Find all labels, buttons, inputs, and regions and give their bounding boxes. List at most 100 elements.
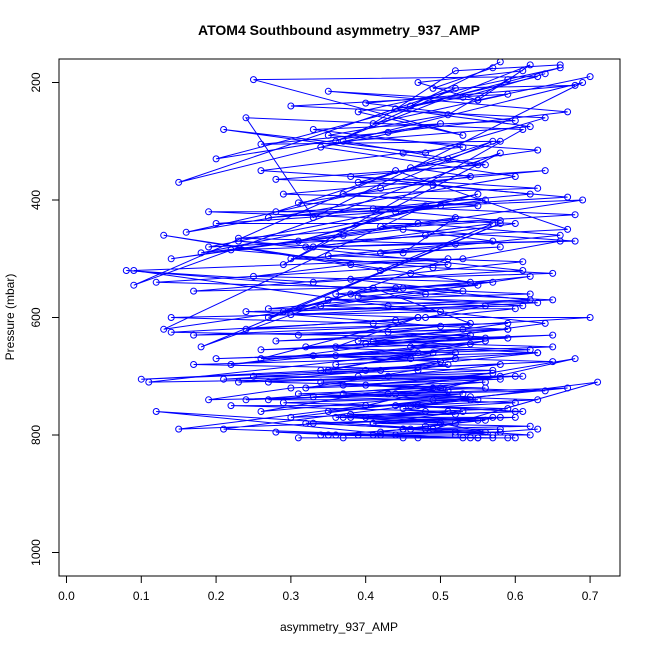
data-point	[474, 396, 482, 404]
x-tick-label: 0.5	[432, 589, 449, 603]
data-point	[466, 340, 474, 348]
data-point	[242, 114, 250, 122]
data-point	[309, 393, 317, 401]
data-point	[205, 396, 213, 404]
data-point	[466, 393, 474, 401]
data-point	[451, 349, 459, 357]
series-line-7	[171, 79, 576, 439]
x-tick-label: 0.6	[507, 589, 524, 603]
data-point	[347, 290, 355, 298]
data-point	[294, 434, 302, 442]
data-point	[257, 140, 265, 148]
data-point	[414, 79, 422, 86]
data-point	[534, 184, 542, 192]
data-point	[451, 410, 459, 418]
data-point	[564, 108, 572, 116]
data-point	[511, 408, 519, 415]
data-point	[272, 337, 280, 345]
data-point	[294, 390, 302, 398]
data-point	[339, 390, 347, 398]
data-point	[279, 261, 287, 269]
data-point	[279, 190, 287, 198]
data-point	[496, 137, 504, 145]
data-point	[474, 281, 482, 289]
x-axis-label: asymmetry_937_AMP	[280, 620, 398, 634]
data-point	[227, 402, 235, 410]
data-point	[377, 366, 385, 374]
data-point	[571, 211, 579, 219]
data-point	[362, 340, 370, 348]
data-point	[369, 419, 377, 427]
data-point	[571, 81, 579, 89]
y-axis: 200 400 600 800 1000	[29, 72, 60, 566]
data-point	[377, 267, 385, 274]
data-point	[474, 416, 482, 424]
data-point	[444, 361, 452, 368]
data-point	[541, 387, 549, 395]
data-point	[496, 59, 504, 66]
data-point	[287, 311, 295, 319]
data-point	[556, 61, 564, 69]
data-point	[481, 384, 489, 392]
data-point	[227, 361, 235, 368]
data-point	[504, 434, 512, 442]
data-point	[399, 425, 407, 433]
data-point	[347, 275, 355, 283]
data-point	[384, 128, 392, 136]
data-point	[287, 255, 295, 263]
data-point	[377, 222, 385, 230]
y-tick-label: 1000	[29, 539, 43, 566]
series-line-2	[126, 61, 583, 436]
data-point	[556, 64, 564, 72]
data-point	[317, 431, 325, 439]
data-point	[549, 331, 557, 339]
data-point	[459, 255, 467, 263]
data-point	[392, 284, 400, 292]
data-point	[332, 290, 340, 298]
data-point	[534, 349, 542, 357]
data-point	[519, 67, 527, 75]
data-point	[451, 428, 459, 436]
x-tick-label: 0.0	[58, 589, 75, 603]
data-point	[459, 93, 467, 101]
data-point	[496, 243, 504, 251]
data-point	[519, 126, 527, 133]
data-point	[175, 178, 183, 186]
data-point	[422, 408, 429, 415]
data-point	[526, 61, 534, 69]
data-point	[332, 352, 340, 360]
data-point	[481, 161, 489, 169]
data-point	[511, 434, 519, 442]
data-point	[564, 225, 572, 233]
data-point	[332, 343, 340, 351]
data-point	[197, 249, 205, 257]
data-point	[526, 123, 534, 131]
data-point	[354, 293, 362, 301]
x-tick-label: 0.1	[133, 589, 150, 603]
data-point	[264, 378, 272, 386]
data-point	[571, 237, 579, 245]
data-point	[250, 76, 257, 84]
data-point	[481, 416, 489, 424]
data-point	[175, 425, 183, 433]
data-point	[354, 431, 362, 439]
data-point	[586, 314, 594, 321]
data-point	[302, 419, 310, 427]
data-point	[407, 164, 415, 172]
data-point	[459, 287, 467, 295]
data-point	[556, 231, 564, 239]
series-line-6	[193, 73, 568, 439]
data-point	[362, 99, 370, 107]
data-point	[220, 375, 228, 383]
data-point	[496, 149, 504, 157]
data-point	[190, 361, 198, 368]
data-point	[437, 358, 444, 366]
data-point	[459, 131, 467, 139]
data-point	[586, 73, 594, 81]
data-point	[205, 243, 213, 251]
data-point	[496, 217, 504, 225]
data-point	[347, 261, 355, 269]
data-point	[504, 76, 512, 84]
data-point	[235, 234, 242, 242]
data-point	[339, 231, 347, 239]
